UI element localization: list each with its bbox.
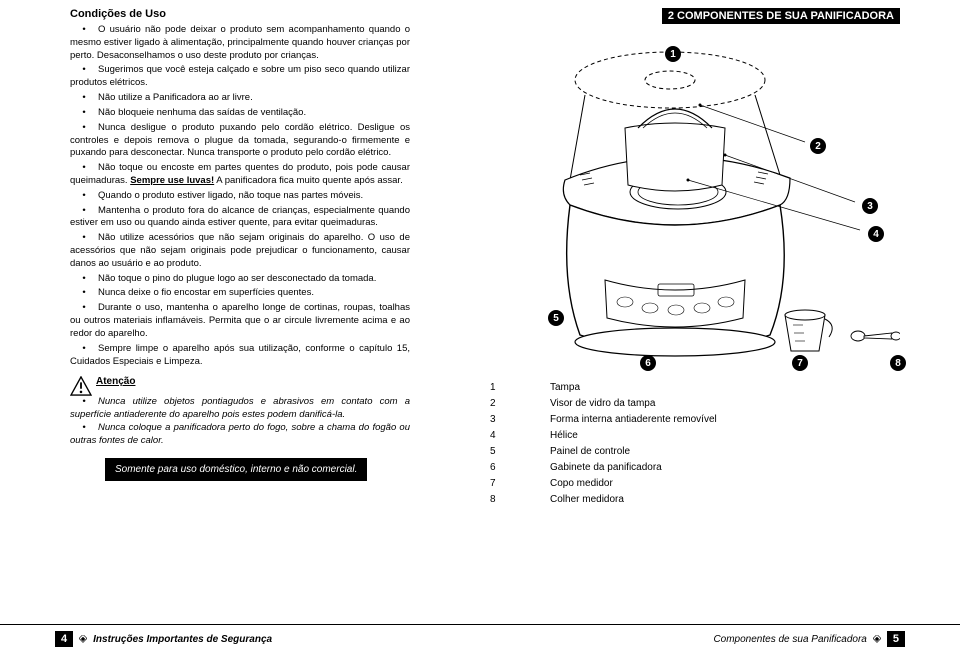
bullet-item: Sempre limpe o aparelho após sua utiliza… (70, 343, 410, 369)
bullet-item: Nunca deixe o fio encostar em superfície… (70, 287, 410, 300)
bullet-item: Não toque ou encoste em partes quentes d… (70, 162, 410, 188)
left-title: Condições de Uso (70, 8, 410, 20)
callout-8: 8 (890, 355, 906, 371)
footer-left: 4 Instruções Importantes de Segurança (55, 631, 272, 647)
footer-divider (0, 624, 960, 625)
bullet-item: Não toque o pino do plugue logo ao ser d… (70, 273, 410, 286)
footer-title-right: Componentes de sua Panificadora (713, 634, 866, 645)
right-column: 2 COMPONENTES DE SUA PANIFICADORA (430, 0, 960, 657)
page-number-right: 5 (887, 631, 905, 647)
legend-row: 5Painel de controle (490, 444, 900, 460)
bullet-item: O usuário não pode deixar o produto sem … (70, 24, 410, 62)
legend-row: 6Gabinete da panificadora (490, 460, 900, 476)
callout-6: 6 (640, 355, 656, 371)
footer-title-left: Instruções Importantes de Segurança (93, 634, 272, 645)
diamond-icon (873, 635, 881, 643)
callout-5: 5 (548, 310, 564, 326)
right-title: 2 COMPONENTES DE SUA PANIFICADORA (662, 8, 900, 24)
breadmaker-illustration (460, 30, 900, 370)
legend-row: 7Copo medidor (490, 476, 900, 492)
domestic-use-box: Somente para uso doméstico, interno e nã… (105, 458, 367, 481)
callout-7: 7 (792, 355, 808, 371)
callout-3: 3 (862, 198, 878, 214)
left-column: Condições de Uso O usuário não pode deix… (0, 0, 430, 657)
footer-right: Componentes de sua Panificadora 5 (713, 631, 905, 647)
callout-4: 4 (868, 226, 884, 242)
legend-row: 1Tampa (490, 380, 900, 396)
bullet-item: Quando o produto estiver ligado, não toq… (70, 190, 410, 203)
bullet-item: Sugerimos que você esteja calçado e sobr… (70, 64, 410, 90)
bullet-item: Não utilize a Panificadora ao ar livre. (70, 92, 410, 105)
legend-row: 3Forma interna antiaderente removível (490, 412, 900, 428)
page-number-left: 4 (55, 631, 73, 647)
legend-row: 4Hélice (490, 428, 900, 444)
legend-row: 8Colher medidora (490, 492, 900, 508)
attention-block: Atenção (70, 376, 410, 396)
conditions-text: O usuário não pode deixar o produto sem … (70, 24, 410, 368)
attention-text: Nunca utilize objetos pontiagudos e abra… (70, 396, 410, 447)
bullet-item: Não bloqueie nenhuma das saídas de venti… (70, 107, 410, 120)
callout-1: 1 (665, 46, 681, 62)
diamond-icon (79, 635, 87, 643)
bullet-item: Nunca utilize objetos pontiagudos e abra… (70, 396, 410, 422)
bullet-item: Nunca coloque a panificadora perto do fo… (70, 422, 410, 448)
legend-row: 2Visor de vidro da tampa (490, 396, 900, 412)
legend: 1Tampa 2Visor de vidro da tampa 3Forma i… (490, 380, 900, 508)
attention-label: Atenção (96, 376, 135, 387)
bullet-item: Mantenha o produto fora do alcance de cr… (70, 205, 410, 231)
callout-2: 2 (810, 138, 826, 154)
bullet-item: Nunca desligue o produto puxando pelo co… (70, 122, 410, 160)
bullet-item: Não utilize acessórios que não sejam ori… (70, 232, 410, 270)
bullet-item: Durante o uso, mantenha o aparelho longe… (70, 302, 410, 340)
diagram: 1 2 3 4 5 6 7 8 (460, 30, 900, 370)
warning-icon (70, 376, 92, 396)
